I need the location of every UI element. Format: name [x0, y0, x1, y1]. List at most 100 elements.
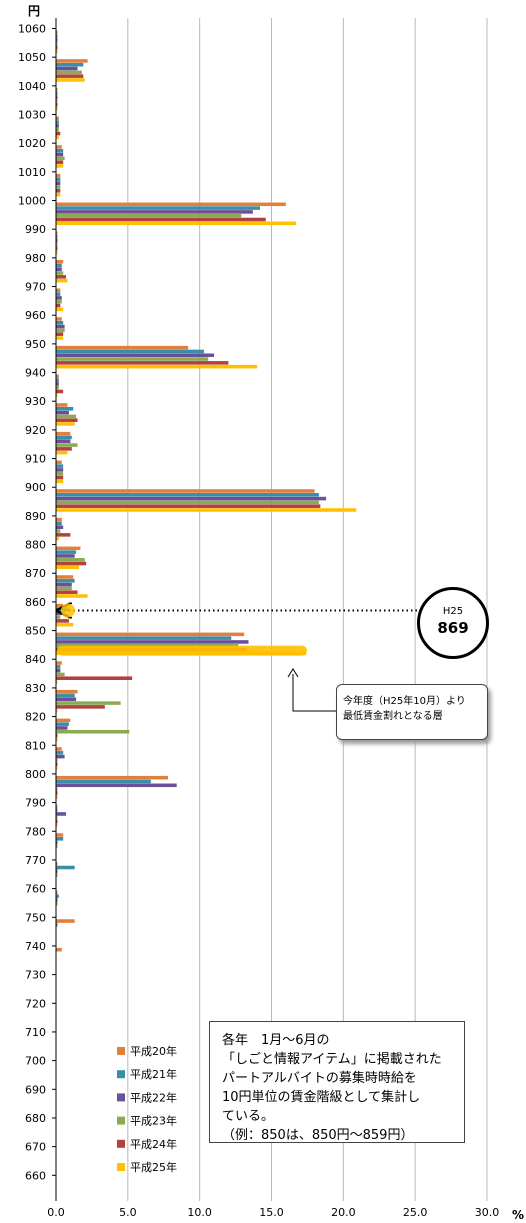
bar	[56, 357, 209, 361]
legend-swatch	[117, 1163, 125, 1171]
bar	[56, 804, 58, 809]
bar	[56, 103, 58, 107]
y-axis-unit: 円	[28, 4, 40, 18]
x-tick-label: 25.0	[403, 1206, 428, 1219]
legend-label: 平成25年	[130, 1160, 177, 1174]
callout-arrowhead	[287, 668, 299, 678]
bar	[56, 919, 75, 923]
y-tick-label: 820	[25, 711, 46, 724]
y-tick-label: 700	[25, 1055, 46, 1068]
bar	[56, 791, 58, 795]
bar	[56, 431, 71, 436]
y-tick-label: 680	[25, 1112, 46, 1125]
bar	[56, 45, 58, 50]
bar	[56, 78, 85, 82]
y-tick-label: 740	[25, 940, 46, 953]
x-tick-label: 20.0	[331, 1206, 356, 1219]
bar	[56, 99, 58, 103]
bar	[56, 579, 75, 583]
bar	[56, 407, 74, 411]
bar	[56, 812, 67, 816]
y-tick-label: 980	[25, 252, 46, 265]
y-tick-label: 900	[25, 481, 46, 494]
bar	[56, 238, 58, 243]
bar	[56, 106, 58, 111]
bar	[56, 324, 65, 329]
bar	[56, 693, 75, 698]
bar	[56, 422, 75, 426]
note-line: 各年 1月～6月の	[222, 1033, 330, 1048]
bar	[56, 439, 71, 444]
bar	[56, 213, 242, 218]
bar	[56, 529, 61, 533]
bar	[56, 894, 59, 898]
bar	[56, 385, 59, 390]
y-tick-label: 970	[25, 281, 46, 294]
bar	[56, 787, 58, 791]
bar	[56, 328, 65, 333]
bar	[56, 271, 64, 275]
bar	[56, 783, 177, 788]
bar	[56, 632, 245, 637]
y-tick-label: 810	[25, 739, 46, 752]
legend-swatch	[117, 1116, 125, 1125]
bar	[56, 361, 229, 365]
bar	[56, 303, 61, 308]
y-tick-label: 1050	[18, 51, 46, 64]
bar	[56, 389, 64, 394]
bar	[56, 181, 61, 185]
y-tick-label: 870	[25, 567, 46, 580]
badge-value: 869	[437, 619, 469, 637]
bar	[56, 120, 59, 124]
y-tick-label: 730	[25, 969, 46, 982]
bar	[56, 460, 62, 465]
bar	[56, 30, 58, 35]
highlight-band	[57, 645, 307, 656]
bar	[56, 622, 74, 627]
bar	[56, 393, 58, 398]
bar	[56, 636, 232, 640]
bar	[56, 680, 58, 684]
legend-swatch	[117, 1093, 125, 1102]
bar	[56, 353, 215, 358]
bar	[56, 299, 62, 304]
y-tick-label: 710	[25, 1026, 46, 1039]
bar	[56, 840, 58, 845]
legend-label: 平成22年	[130, 1090, 177, 1104]
bar	[56, 766, 58, 770]
bar	[56, 751, 64, 755]
bar	[56, 496, 327, 501]
bar	[56, 722, 69, 726]
y-tick-label: 910	[25, 453, 46, 466]
bar	[56, 59, 88, 63]
bar	[56, 557, 85, 562]
bar	[56, 615, 61, 619]
bar	[56, 160, 64, 164]
min-wage-callout: 今年度（H25年10月）より 最低賃金割れとなる層	[336, 684, 488, 740]
x-axis-ticks: 0.0 5.0 10.0 15.0 20.0 25.0 30.0	[47, 1206, 499, 1219]
bar	[56, 565, 79, 570]
legend-swatch	[117, 1047, 125, 1055]
legend-swatch	[117, 1139, 125, 1148]
bar	[56, 91, 58, 96]
bar	[56, 521, 62, 526]
note-box: 各年 1月～6月の 「しごと情報アイテム」に掲載された パートアルバイトの募集時…	[209, 1021, 465, 1143]
bar	[56, 475, 64, 480]
bar	[56, 192, 61, 197]
bar	[56, 321, 64, 325]
y-tick-label: 1030	[18, 109, 46, 122]
y-tick-label: 780	[25, 825, 46, 838]
bar	[56, 837, 64, 841]
note-line: ている。	[222, 1109, 275, 1124]
bar	[56, 500, 319, 505]
bar	[56, 131, 61, 136]
y-tick-label: 1010	[18, 166, 46, 179]
bar	[56, 288, 61, 293]
callout-line-1: 今年度（H25年10月）より	[343, 696, 466, 707]
y-tick-label: 670	[25, 1141, 46, 1154]
y-tick-label: 830	[25, 682, 46, 695]
bar	[56, 217, 266, 222]
bar	[56, 590, 78, 594]
bar	[56, 49, 58, 54]
